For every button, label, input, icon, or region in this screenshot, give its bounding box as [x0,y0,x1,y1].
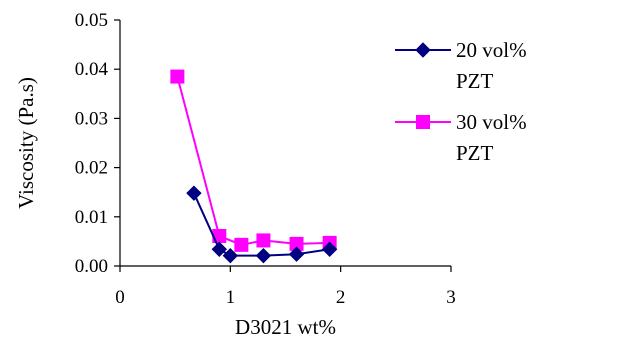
data-point [255,247,272,264]
legend-item-1: 30 vol% PZT [395,110,527,165]
data-point [256,233,271,248]
axes [119,20,451,267]
legend-marker [415,42,431,58]
y-tick-label: 0.05 [75,10,108,31]
legend: 20 vol% PZT 30 vol% PZT [395,38,527,165]
x-tick-label: 0 [115,287,125,308]
legend-marker [416,115,430,129]
ticks: 0.00 0.01 0.02 0.03 0.04 0.05 0 1 2 3 [75,10,456,308]
y-tick-label: 0.04 [75,59,109,80]
legend-label: PZT [456,141,494,165]
series-line [176,76,330,246]
y-tick-label: 0.02 [75,158,108,179]
y-tick-label: 0.03 [75,108,108,129]
x-tick-label: 2 [336,287,346,308]
series-layer [170,69,338,264]
series-0 [186,185,338,264]
data-point [234,237,249,252]
data-point [211,241,228,257]
y-axis-title: Viscosity (Pa.s) [14,77,38,209]
x-tick-label: 1 [226,287,236,308]
x-tick-label: 3 [446,287,456,308]
y-tick-label: 0.00 [75,256,108,277]
legend-label: 20 vol% [456,38,527,62]
data-point [222,247,239,264]
series-1 [170,69,337,252]
legend-label: PZT [456,69,494,93]
legend-label: 30 vol% [456,110,527,134]
x-axis-title: D3021 wt% [235,315,336,339]
data-point [321,241,338,257]
legend-item-0: 20 vol% PZT [395,38,527,93]
data-point [186,185,202,201]
data-point [288,246,305,262]
data-point [170,69,185,84]
y-tick-label: 0.01 [75,207,108,228]
